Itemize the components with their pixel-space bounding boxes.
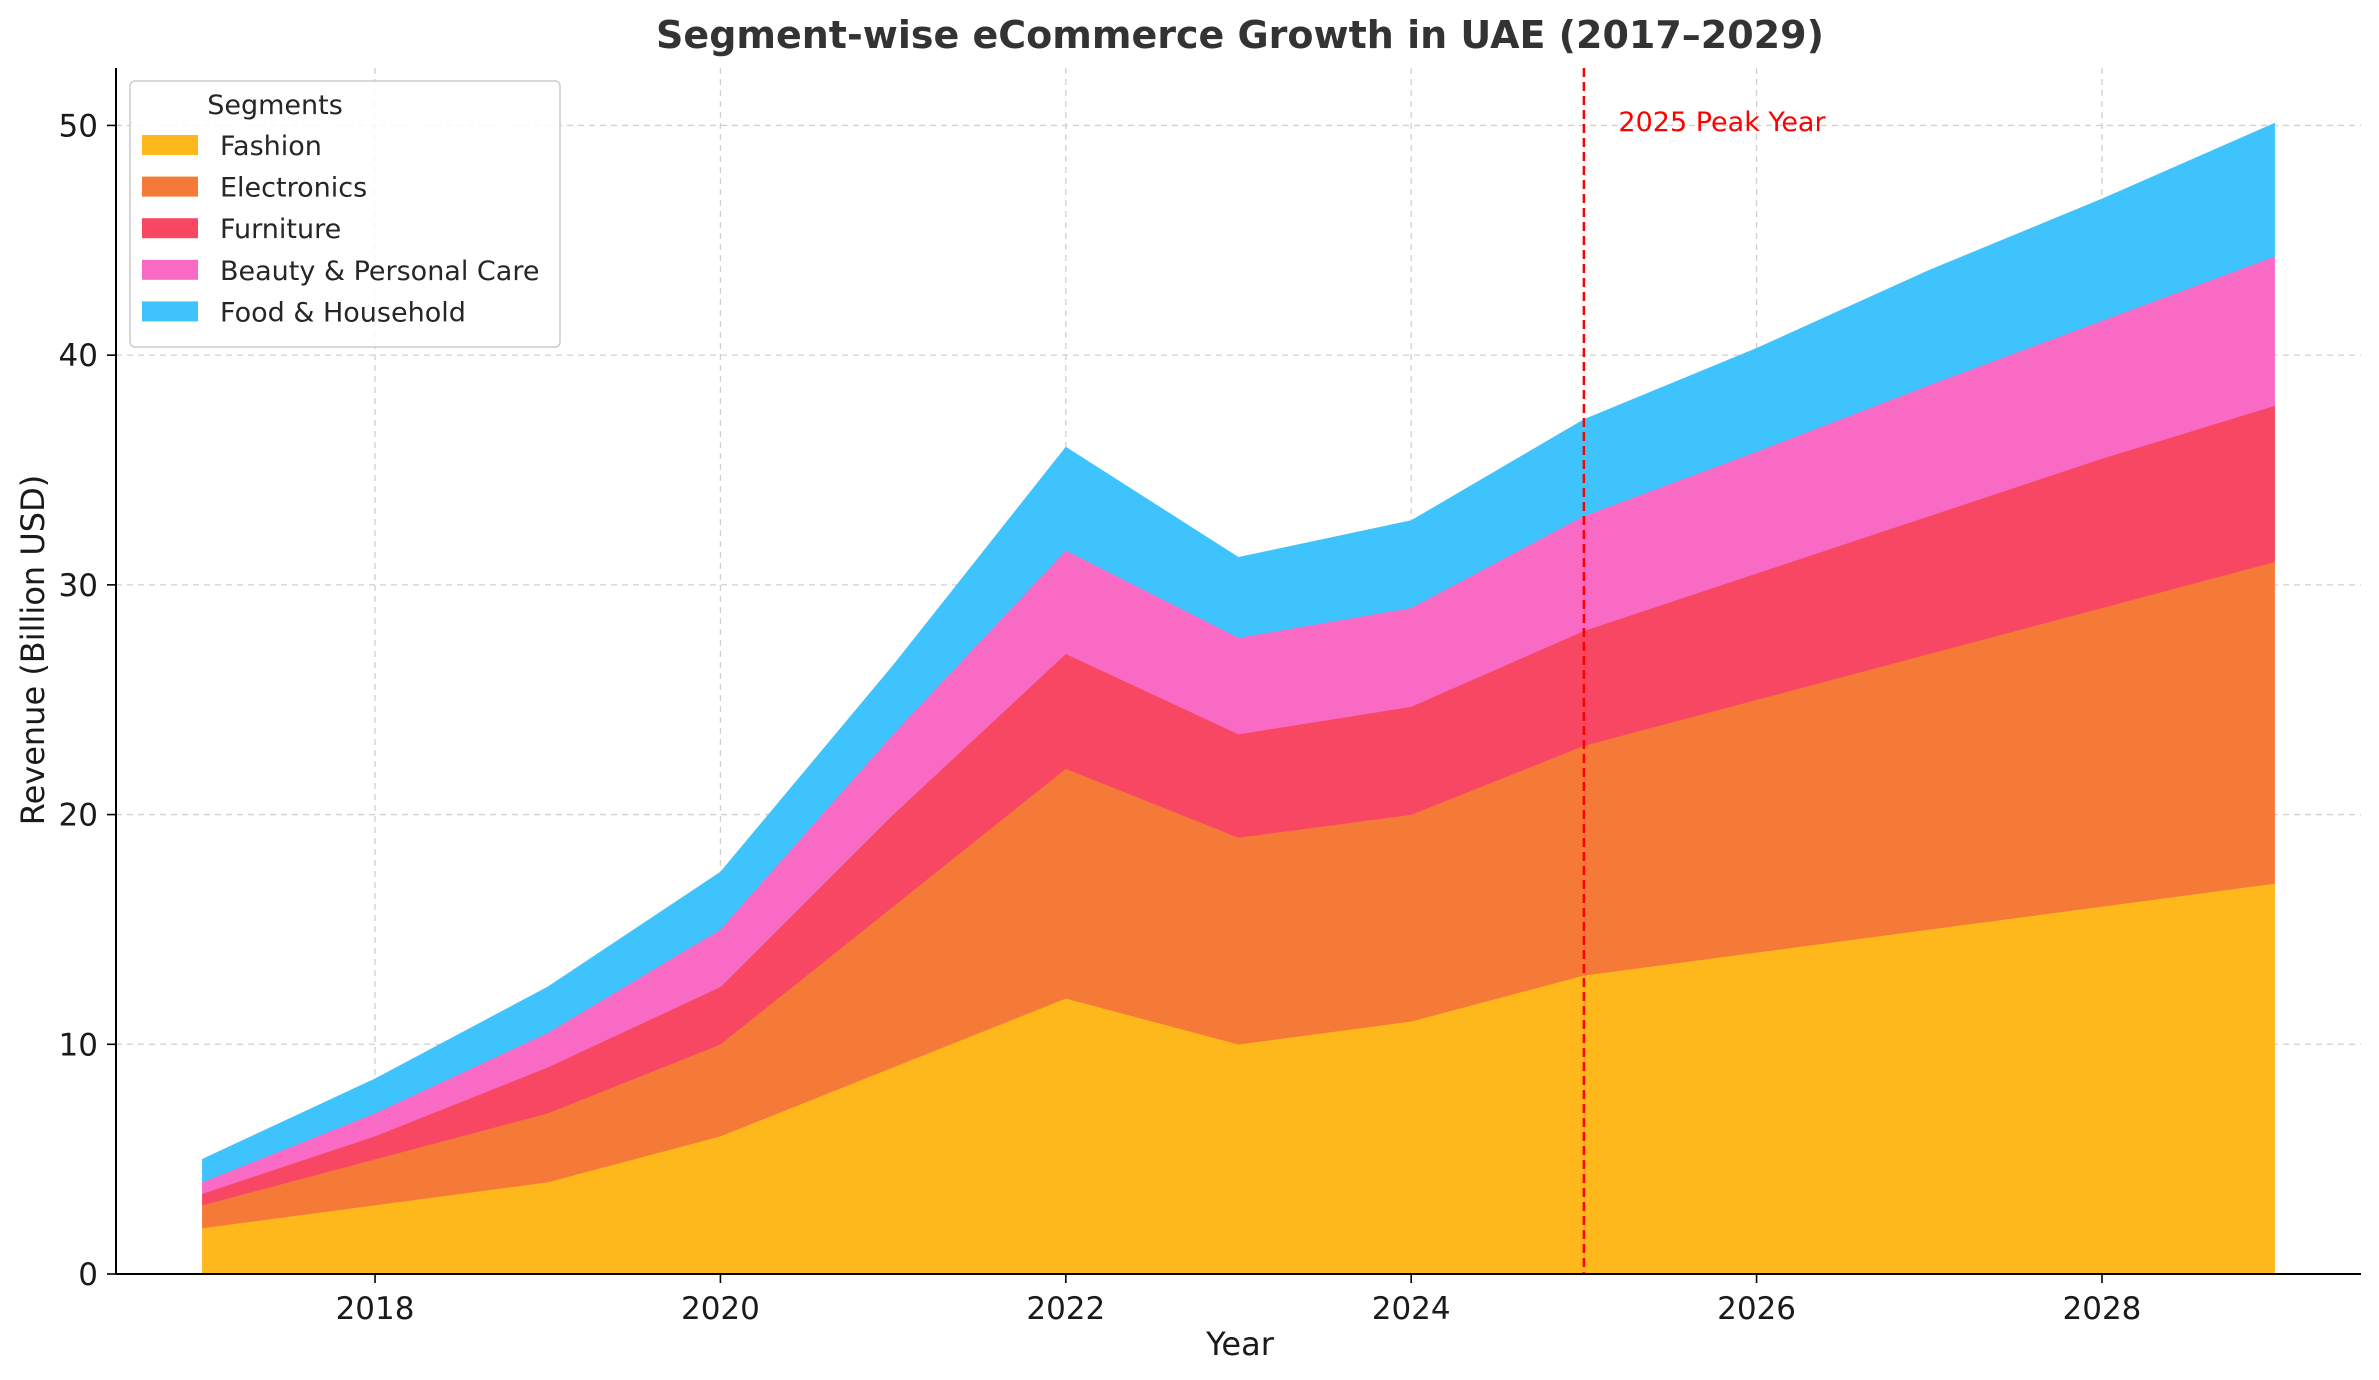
legend-swatch [142,259,198,280]
legend-swatch [142,135,198,155]
legend-swatch [142,301,198,322]
chart-title: Segment-wise eCommerce Growth in UAE (20… [656,13,1824,57]
y-tick-label: 40 [59,338,98,374]
x-tick-label: 2028 [2063,1291,2142,1327]
y-tick-label: 50 [59,108,98,144]
x-tick-label: 2024 [1372,1291,1451,1327]
y-tick-label: 30 [59,568,98,604]
legend-entry: Electronics [220,173,367,204]
x-tick-label: 2026 [1717,1291,1796,1327]
legend-swatch [142,176,198,197]
y-axis-label: Revenue (Billion USD) [14,475,52,825]
x-axis-label: Year [1205,1325,1275,1363]
legend: Segments Fashion Electronics Furniture Beaut… [129,80,561,348]
legend-box [129,80,561,348]
y-tick-label: 10 [59,1027,98,1063]
annotations: 2025 Peak Year [1582,68,1826,1274]
peak-year-annotation: 2025 Peak Year [1618,107,1826,138]
legend-title: Segments [207,90,343,121]
legend-entry: Fashion [220,131,322,162]
y-tick-label: 0 [78,1257,98,1293]
y-tick-label: 20 [59,798,98,834]
legend-entry: Food & Household [220,297,466,328]
stacked-areas [202,122,2275,1275]
area-food-household [202,122,2275,1183]
axes: 2018 2020 2022 2024 2026 2028 0 10 20 30 40 50 [59,68,2361,1327]
x-tick-label: 2018 [336,1291,415,1327]
x-tick-label: 2022 [1026,1291,1105,1327]
legend-swatch [142,218,198,239]
legend-entry: Beauty & Personal Care [220,256,539,287]
legend-entry: Furniture [220,214,341,245]
x-tick-label: 2020 [681,1291,760,1327]
